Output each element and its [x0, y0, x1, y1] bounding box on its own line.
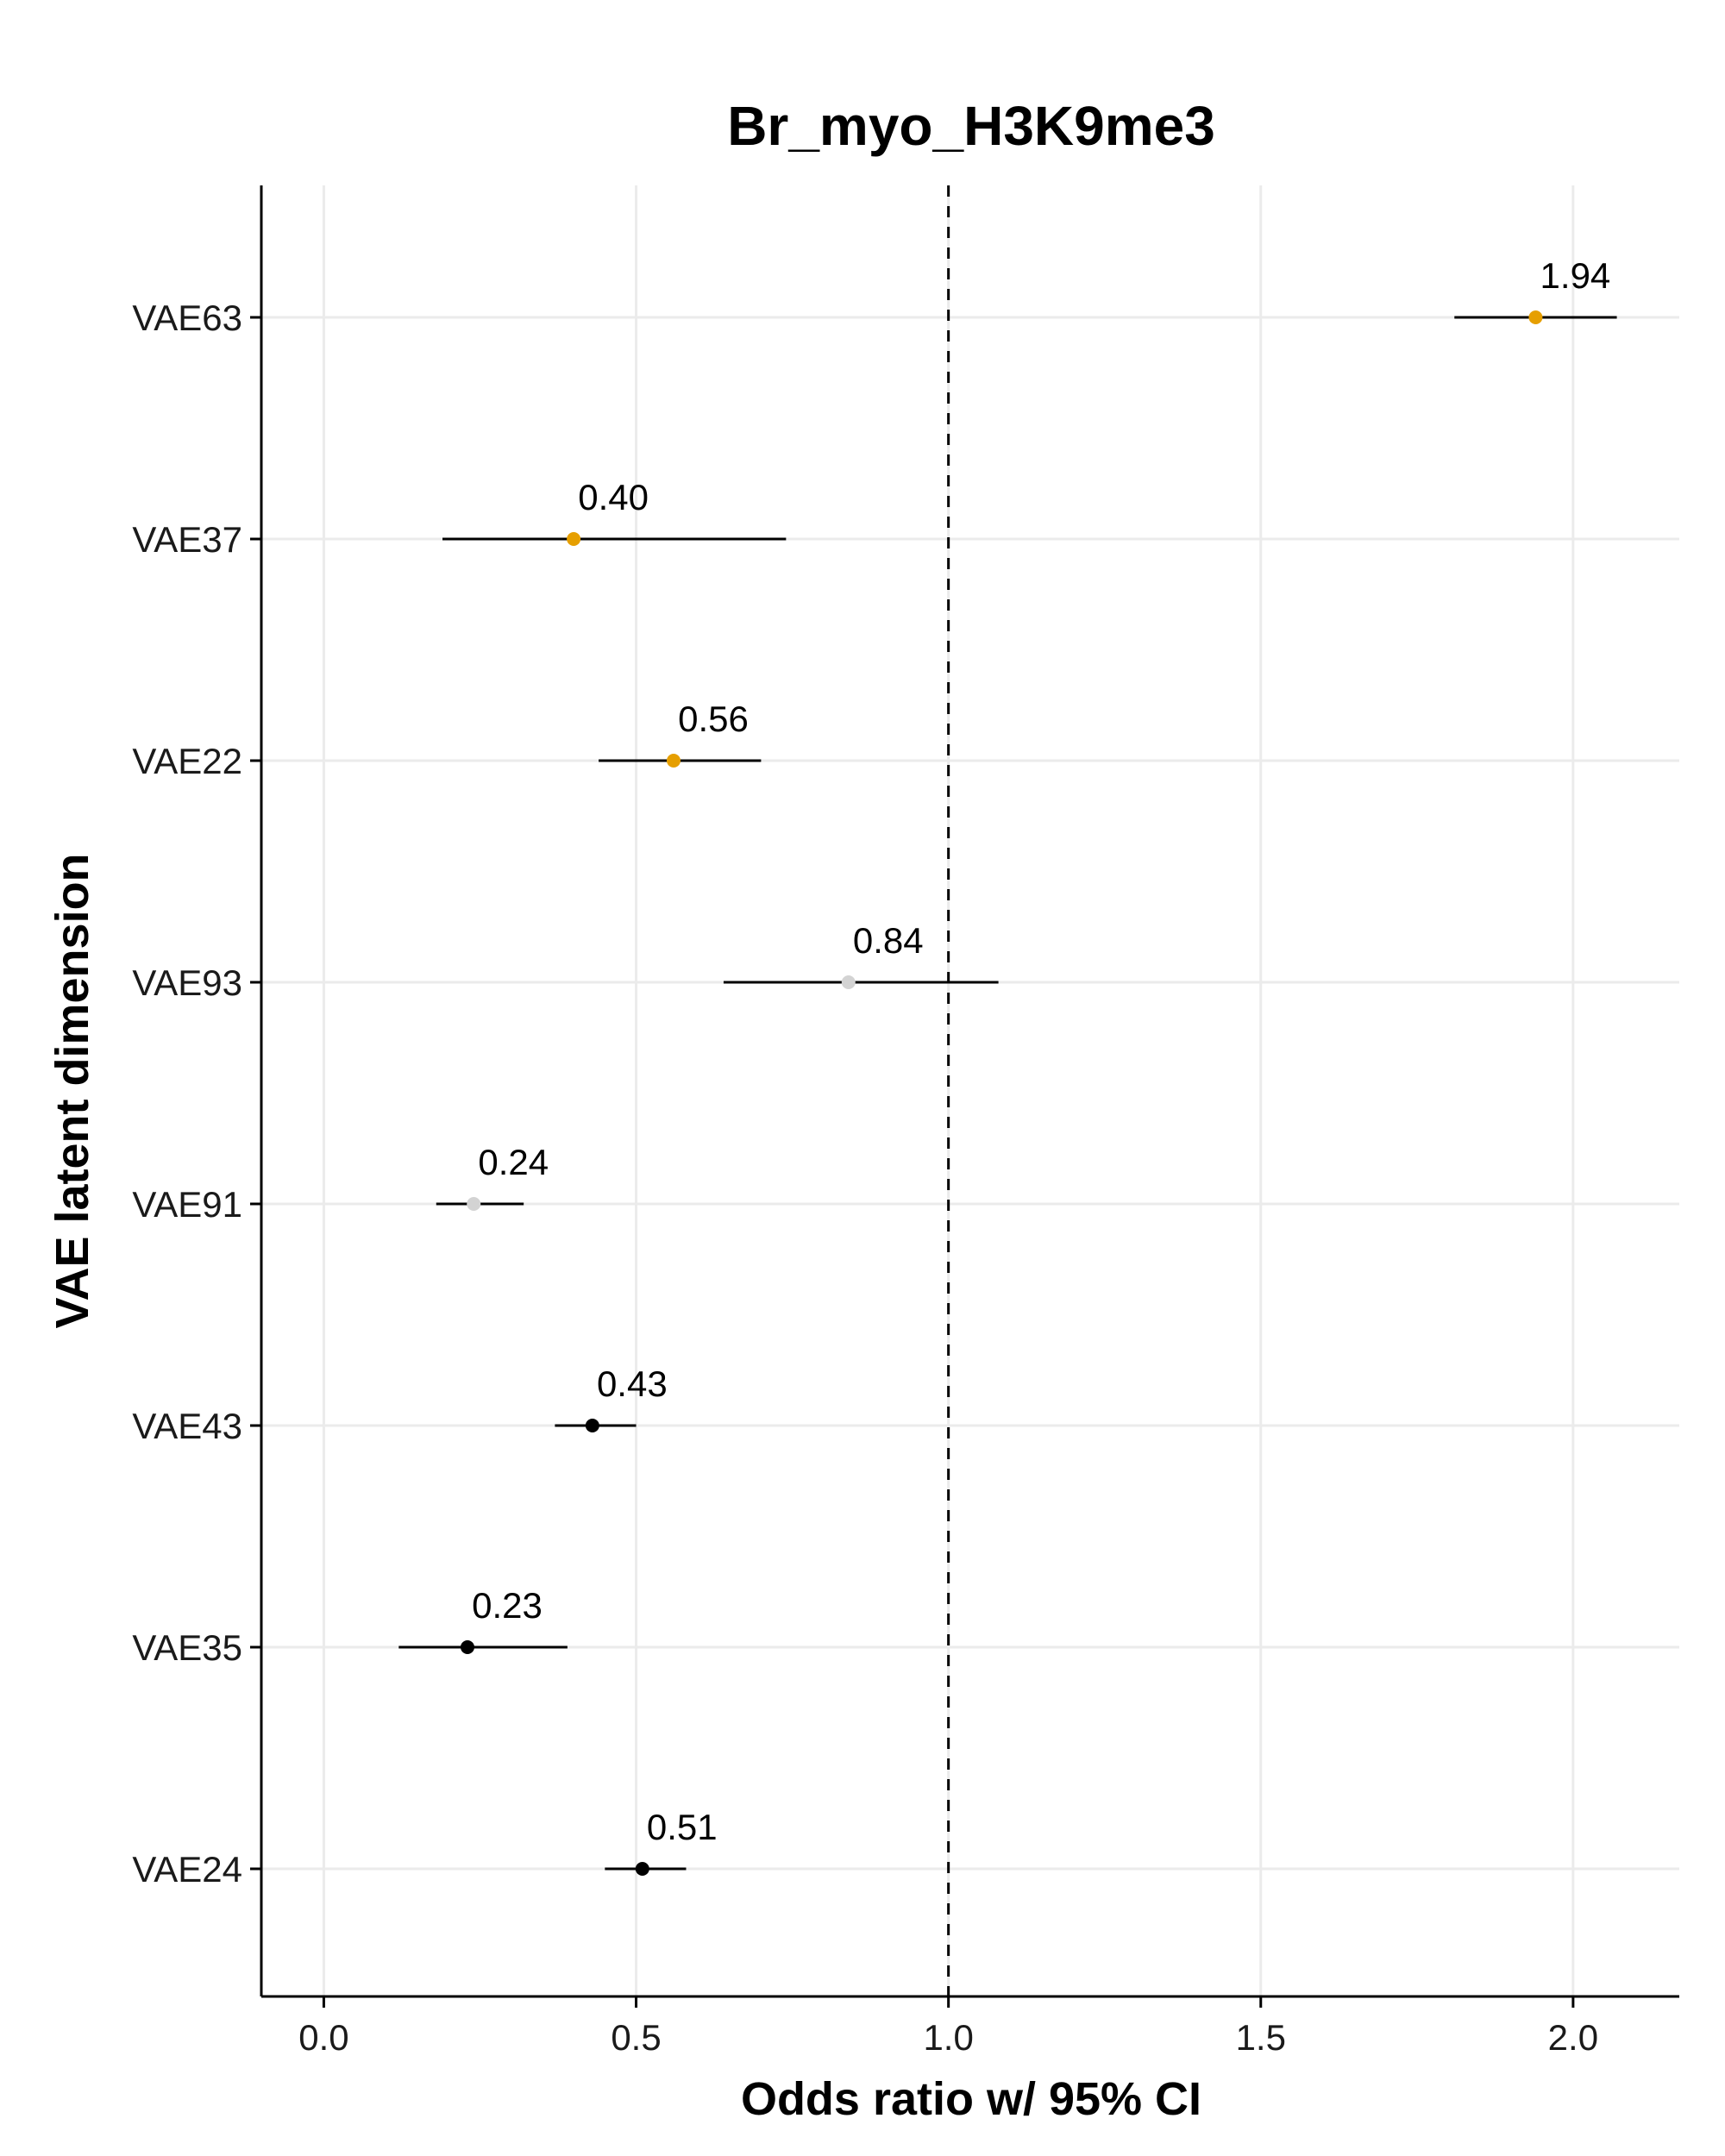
forest-row: 0.51: [605, 1807, 718, 1876]
data-label: 0.84: [853, 920, 924, 961]
data-label: 0.51: [647, 1807, 718, 1847]
x-tick-label: 1.0: [923, 2017, 973, 2058]
forest-row: 0.56: [599, 699, 762, 768]
y-tick-label: VAE93: [132, 962, 242, 1003]
x-tick-label: 1.5: [1236, 2017, 1286, 2058]
data-label: 0.56: [678, 699, 749, 739]
y-tick-label: VAE24: [132, 1849, 242, 1890]
data-label: 0.43: [597, 1363, 668, 1404]
data-label: 0.40: [578, 477, 649, 517]
odds-ratio-point: [1528, 310, 1543, 324]
x-tick-label: 2.0: [1548, 2017, 1598, 2058]
odds-ratio-point: [460, 1640, 474, 1654]
grid-lines: [261, 185, 1679, 1996]
odds-ratio-point: [585, 1419, 599, 1432]
x-axis-title: Odds ratio w/ 95% CI: [741, 2073, 1201, 2125]
data-label: 1.94: [1540, 255, 1611, 296]
odds-ratio-point: [666, 754, 681, 768]
chart-title: Br_myo_H3K9me3: [727, 95, 1215, 157]
forest-row: 0.43: [555, 1363, 668, 1432]
y-tick-label: VAE63: [132, 298, 242, 338]
forest-row: 0.24: [436, 1142, 549, 1211]
forest-row: 0.84: [723, 920, 999, 989]
odds-ratio-point: [567, 532, 581, 546]
odds-ratio-point: [635, 1862, 649, 1876]
y-tick-label: VAE91: [132, 1184, 242, 1225]
data-label: 0.24: [478, 1142, 549, 1182]
odds-ratio-point: [467, 1197, 481, 1211]
axes: 0.0 0.5 1.0 1.5 2.0 VAE63 VAE37 VAE22 VAE93 VAE91…: [132, 185, 1679, 2058]
y-tick-label: VAE37: [132, 519, 242, 560]
data-marks: 1.94 0.40 0.56 0.84 0.24 0.43 0.23 0.51: [398, 255, 1617, 1876]
data-label: 0.23: [472, 1585, 543, 1626]
forest-row: 0.40: [442, 477, 787, 546]
y-tick-label: VAE43: [132, 1406, 242, 1446]
forest-row: 1.94: [1454, 255, 1617, 324]
y-tick-label: VAE22: [132, 741, 242, 781]
forest-row: 0.23: [398, 1585, 568, 1654]
y-axis-title: VAE latent dimension: [47, 853, 98, 1328]
x-tick-label: 0.5: [611, 2017, 661, 2058]
odds-ratio-point: [841, 975, 856, 989]
x-tick-label: 0.0: [298, 2017, 348, 2058]
y-tick-label: VAE35: [132, 1627, 242, 1668]
